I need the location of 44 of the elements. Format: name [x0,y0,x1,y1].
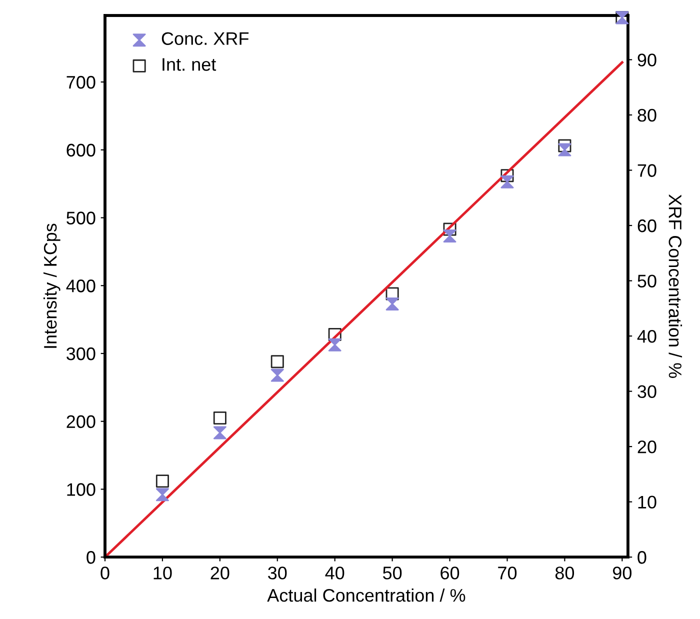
x-axis-title: Actual Concentration / % [267,588,466,602]
point [558,143,572,156]
y2-tick-label: 30 [638,385,656,398]
y-tick-label: 100 [67,483,96,496]
point [213,426,226,440]
point [500,175,514,188]
point [156,488,169,502]
point [443,229,456,242]
y-axis-title: Intensity / KCps [43,224,60,348]
x-tick-label: 10 [154,566,172,580]
x-tick-label: 80 [555,566,574,580]
y2-tick-label: 80 [638,108,656,122]
legend-label: Int. net [162,58,216,71]
point [156,474,169,488]
x-tick-label: 70 [498,566,517,580]
x-tick-label: 50 [382,566,402,580]
y2-tick-label: 20 [638,440,656,454]
y-tick-label: 0 [86,551,96,564]
point [386,297,399,310]
x-tick-label: 60 [440,566,460,580]
x-tick-label: 40 [325,566,344,580]
y-tick-label: 400 [66,280,96,292]
x-tick-label: 30 [268,566,287,580]
y-tick-label: 200 [66,415,96,428]
y2-tick-label: 90 [638,54,656,66]
legend-label: Conc. XRF [162,32,249,45]
point [213,411,226,424]
x-tick-label: 0 [100,566,110,580]
x-tick-label: 20 [210,566,230,580]
y-tick-label: 600 [66,144,96,157]
y2-tick-label: 60 [638,219,656,232]
point [270,355,284,368]
y2-tick-label: 50 [638,274,656,288]
y2-axis-title: XRF Concentration / % [668,194,682,378]
y-tick-label: 700 [66,76,96,89]
y-tick-label: 500 [66,212,96,224]
y2-tick-label: 70 [638,164,656,177]
point [328,338,342,352]
y2-tick-label: 10 [638,496,656,509]
x-tick-label: 90 [612,566,632,580]
y-tick-label: 300 [66,347,96,360]
y2-tick-label: 0 [638,551,646,564]
point [270,368,284,382]
y2-tick-label: 40 [637,330,656,343]
